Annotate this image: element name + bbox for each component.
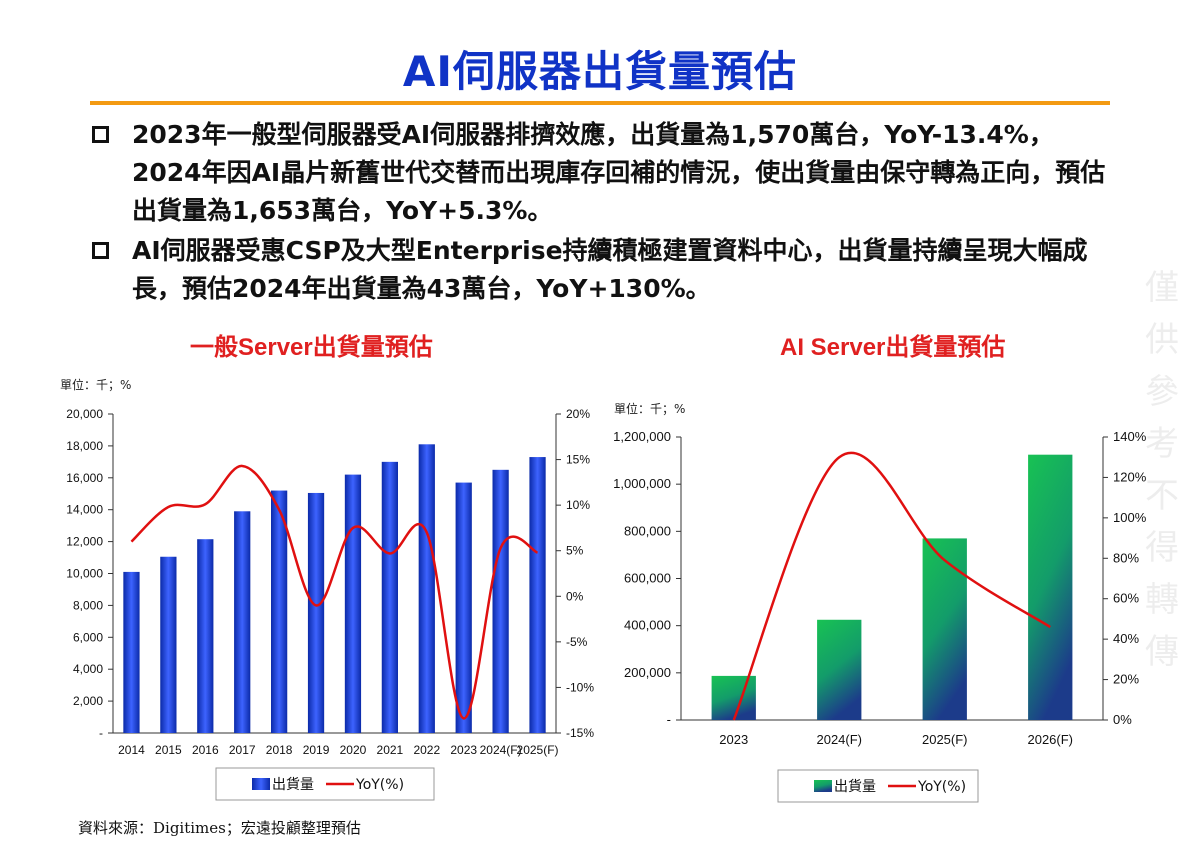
square-bullet-icon — [92, 242, 109, 259]
category-label: 2019 — [303, 743, 330, 757]
bar — [234, 511, 251, 733]
left-tick-label: 600,000 — [624, 571, 671, 586]
right-tick-label: 60% — [1113, 591, 1139, 606]
bar — [492, 469, 509, 733]
right-tick-label: 40% — [1113, 631, 1139, 646]
bar — [381, 461, 398, 733]
right-tick-label: 0% — [1113, 712, 1132, 727]
left-tick-label: 2,000 — [73, 694, 103, 708]
bullet-list: 2023年一般型伺服器受AI伺服器排擠效應，出貨量為1,570萬台，YoY-13… — [90, 116, 1120, 308]
category-label: 2014 — [118, 743, 145, 757]
right-tick-label: 80% — [1113, 550, 1139, 565]
left-tick-label: 6,000 — [73, 630, 103, 644]
bullet-item-2: AI伺服器受惠CSP及大型Enterprise持續積極建置資料中心，出貨量持續呈… — [90, 232, 1120, 308]
bar — [817, 619, 862, 720]
bar — [529, 457, 546, 733]
right-tick-label: 20% — [566, 407, 590, 421]
chart-title-general-server: 一般Server出貨量預估 — [190, 334, 433, 361]
category-label: 2023 — [719, 732, 748, 747]
legend-box — [777, 769, 979, 803]
category-label: 2015 — [155, 743, 182, 757]
page-title: AI伺服器出貨量預估 — [402, 47, 798, 96]
category-label: 2017 — [229, 743, 256, 757]
yoy-line — [130, 464, 539, 720]
bar — [455, 482, 472, 733]
legend-bar-swatch — [814, 780, 832, 792]
legend-bar-label: 出貨量 — [272, 776, 314, 793]
category-label: 2024(F) — [816, 732, 862, 747]
left-tick-label: - — [667, 712, 671, 727]
left-tick-label: 18,000 — [66, 439, 103, 453]
bar — [711, 675, 756, 720]
bullet-item-1: 2023年一般型伺服器受AI伺服器排擠效應，出貨量為1,570萬台，YoY-13… — [90, 116, 1120, 230]
unit-label: 單位：千；% — [60, 377, 131, 392]
bar — [922, 538, 967, 720]
left-tick-label: 800,000 — [624, 523, 671, 538]
bar — [344, 474, 362, 733]
right-tick-label: -10% — [566, 680, 594, 694]
bar — [197, 539, 214, 733]
left-tick-label: - — [99, 726, 103, 740]
legend-bar-label: 出貨量 — [834, 778, 876, 795]
chart-title-ai-server: AI Server出貨量預估 — [780, 334, 1006, 361]
left-tick-label: 14,000 — [66, 503, 103, 517]
square-bullet-icon — [92, 126, 109, 143]
legend-bar-swatch — [252, 778, 270, 790]
legend-line-label: YoY(%) — [355, 777, 404, 793]
left-tick-label: 10,000 — [66, 567, 103, 581]
source-note: 資料來源：Digitimes；宏遠投顧整理預估 — [78, 819, 361, 837]
right-tick-label: 10% — [566, 498, 590, 512]
left-tick-label: 16,000 — [66, 471, 103, 485]
category-label: 2025(F) — [922, 732, 968, 747]
left-tick-label: 4,000 — [73, 662, 103, 676]
category-label: 2018 — [266, 743, 293, 757]
bullet-text-1: 2023年一般型伺服器受AI伺服器排擠效應，出貨量為1,570萬台，YoY-13… — [132, 120, 1106, 225]
left-tick-label: 1,200,000 — [613, 429, 671, 444]
bar — [418, 444, 435, 733]
yoy-line — [732, 451, 1051, 721]
right-tick-label: -5% — [566, 635, 588, 649]
unit-label: 單位：千；% — [614, 401, 685, 416]
category-label: 2022 — [413, 743, 440, 757]
watermark: 僅供參考不得轉傳 — [1145, 268, 1179, 672]
right-tick-label: 0% — [566, 589, 584, 603]
right-tick-label: 15% — [566, 453, 590, 467]
bar — [1028, 454, 1073, 720]
category-label: 2020 — [340, 743, 367, 757]
left-tick-label: 400,000 — [624, 618, 671, 633]
left-tick-label: 20,000 — [66, 407, 103, 421]
bar — [123, 571, 140, 733]
bar — [271, 490, 288, 733]
right-tick-label: -15% — [566, 726, 594, 740]
left-tick-label: 200,000 — [624, 665, 671, 680]
left-tick-label: 8,000 — [73, 598, 103, 612]
bar — [160, 556, 177, 733]
bar — [307, 492, 325, 733]
bullet-text-2: AI伺服器受惠CSP及大型Enterprise持續積極建置資料中心，出貨量持續呈… — [132, 236, 1088, 303]
category-label: 2021 — [377, 743, 404, 757]
category-label: 2023 — [450, 743, 477, 757]
category-label: 2024(F) — [480, 743, 522, 757]
left-tick-label: 12,000 — [66, 535, 103, 549]
right-tick-label: 140% — [1113, 429, 1147, 444]
right-tick-label: 120% — [1113, 469, 1147, 484]
right-tick-label: 20% — [1113, 672, 1139, 687]
legend-line-label: YoY(%) — [917, 779, 966, 795]
right-tick-label: 5% — [566, 544, 584, 558]
title-underline — [90, 101, 1110, 105]
left-tick-label: 1,000,000 — [613, 476, 671, 491]
category-label: 2025(F) — [517, 743, 559, 757]
category-label: 2016 — [192, 743, 219, 757]
category-label: 2026(F) — [1027, 732, 1073, 747]
right-tick-label: 100% — [1113, 510, 1147, 525]
